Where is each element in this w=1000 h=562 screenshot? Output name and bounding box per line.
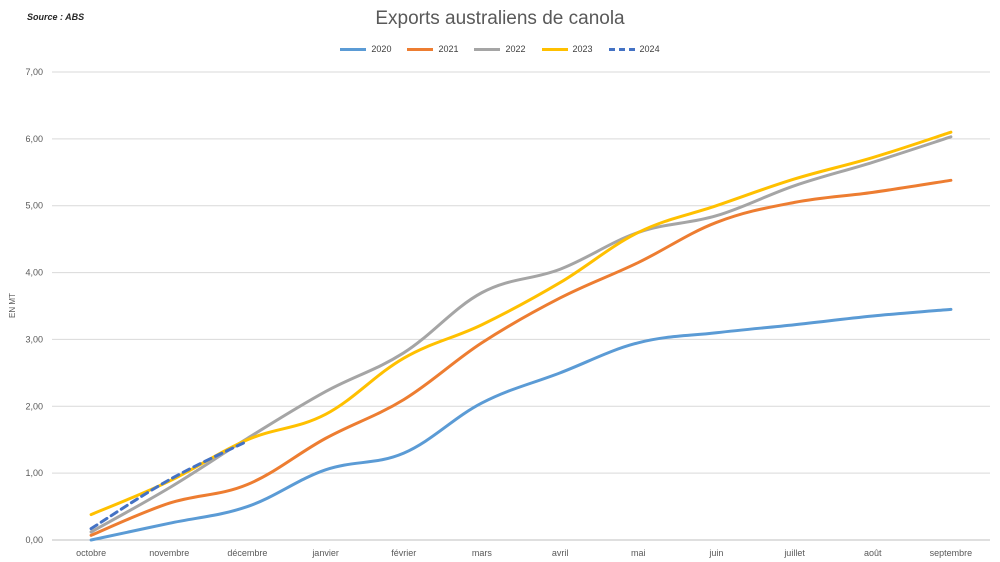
legend-swatch-2022	[474, 47, 501, 51]
legend: 2020 2021 2022 2023 2024	[0, 44, 1000, 54]
chart-title: Exports australiens de canola	[375, 8, 625, 29]
legend-swatch-2021	[407, 47, 434, 51]
y-tick-label: 0,00	[25, 535, 43, 545]
y-tick-label: 4,00	[25, 268, 43, 278]
source-note: Source : ABS	[27, 12, 85, 22]
y-tick-label: 1,00	[25, 468, 43, 478]
legend-item-2024: 2024	[608, 44, 660, 54]
x-tick-label: avril	[552, 548, 569, 558]
x-tick-label: janvier	[311, 548, 339, 558]
legend-label-2021: 2021	[438, 44, 459, 54]
y-tick-label: 6,00	[25, 134, 43, 144]
x-tick-label: juillet	[783, 548, 805, 558]
legend-swatch-2024	[608, 47, 635, 51]
x-tick-label: août	[864, 548, 882, 558]
legend-item-2022: 2022	[474, 44, 526, 54]
y-tick-label: 2,00	[25, 401, 43, 411]
y-tick-label: 3,00	[25, 334, 43, 344]
x-tick-label: mars	[472, 548, 492, 558]
x-tick-label: décembre	[227, 548, 267, 558]
legend-swatch-2023	[541, 47, 568, 51]
legend-item-2023: 2023	[541, 44, 593, 54]
legend-label-2022: 2022	[505, 44, 526, 54]
x-tick-label: juin	[708, 548, 723, 558]
legend-item-2020: 2020	[340, 44, 391, 54]
series-line-2021	[89, 178, 953, 537]
legend-item-2021: 2021	[407, 44, 458, 54]
legend-label-2020: 2020	[371, 44, 392, 54]
x-tick-label: mai	[631, 548, 646, 558]
legend-swatch-2020	[340, 47, 367, 51]
y-tick-label: 5,00	[25, 201, 43, 211]
x-tick-label: novembre	[149, 548, 189, 558]
x-tick-label: octobre	[76, 548, 106, 558]
legend-label-2024: 2024	[639, 44, 660, 54]
legend-label-2023: 2023	[572, 44, 593, 54]
series-line-2020	[89, 307, 953, 542]
x-tick-label: février	[391, 548, 416, 558]
y-tick-label: 7,00	[25, 67, 43, 77]
x-tick-label: septembre	[930, 548, 973, 558]
